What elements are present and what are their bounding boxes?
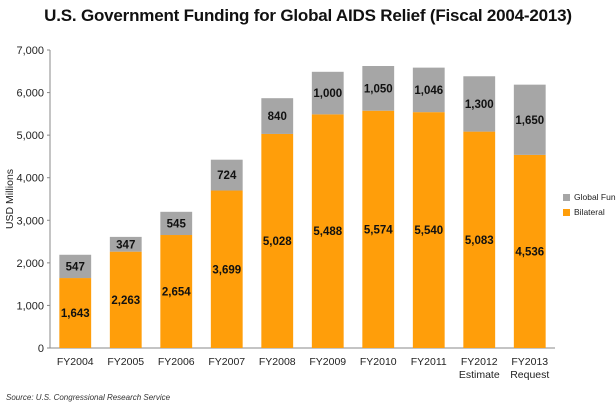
bar-bilateral xyxy=(59,278,92,348)
y-tick-label: 7,000 xyxy=(16,45,44,57)
bar-global-fund xyxy=(109,236,142,252)
x-tick-label: FY2013 xyxy=(511,356,548,368)
bar-global-fund xyxy=(59,254,92,279)
x-tick-label: Request xyxy=(510,369,549,381)
source-note: Source: U.S. Congressional Research Serv… xyxy=(6,393,171,402)
x-tick-label: Estimate xyxy=(459,369,500,381)
data-label-bilateral: 3,699 xyxy=(212,264,241,276)
data-label-bilateral: 5,028 xyxy=(263,236,292,248)
legend-label: Global Fund xyxy=(574,192,616,202)
y-tick-label: 6,000 xyxy=(16,88,44,100)
chart-title: U.S. Government Funding for Global AIDS … xyxy=(44,6,572,25)
bar-bilateral xyxy=(160,235,193,348)
data-label-global-fund: 545 xyxy=(167,218,187,230)
y-tick-label: 3,000 xyxy=(16,215,44,227)
data-label-bilateral: 2,263 xyxy=(111,295,140,307)
data-label-bilateral: 2,654 xyxy=(162,287,191,299)
legend-swatch xyxy=(563,194,570,201)
data-label-global-fund: 724 xyxy=(217,170,237,182)
x-tick-label: FY2007 xyxy=(208,356,245,368)
data-label-bilateral: 5,083 xyxy=(465,235,494,247)
data-label-global-fund: 347 xyxy=(116,239,135,251)
bar-bilateral xyxy=(261,133,294,348)
y-tick-label: 5,000 xyxy=(16,130,44,142)
x-tick-label: FY2004 xyxy=(57,356,94,368)
bar-bilateral xyxy=(109,251,142,348)
labels-layer: 1,643 547 FY2004 2,263 347 FY2005 2,654 545 FY20… xyxy=(57,83,550,381)
bar-bilateral xyxy=(463,131,496,348)
bar-bilateral xyxy=(311,114,344,348)
bar-global-fund xyxy=(513,84,546,155)
data-label-global-fund: 1,050 xyxy=(364,83,393,95)
axes-layer: 0 1,000 2,000 3,000 4,000 5,000 6,000 7,000 USD … xyxy=(4,45,555,355)
bar-global-fund xyxy=(463,76,496,132)
data-label-global-fund: 1,000 xyxy=(313,88,342,100)
x-tick-label: FY2011 xyxy=(411,356,447,368)
legend: Global Fund Bilateral xyxy=(563,192,616,217)
x-tick-label: FY2012 xyxy=(461,356,498,368)
y-tick-label: 4,000 xyxy=(16,173,44,185)
x-tick-label: FY2009 xyxy=(309,356,346,368)
bar-global-fund xyxy=(362,66,395,111)
bar-bilateral xyxy=(412,112,445,348)
bar-global-fund xyxy=(210,159,243,191)
data-label-bilateral: 5,540 xyxy=(414,225,443,237)
data-label-global-fund: 1,300 xyxy=(465,99,494,111)
legend-label: Bilateral xyxy=(574,207,605,217)
bar-global-fund xyxy=(160,211,193,236)
x-tick-label: FY2008 xyxy=(259,356,296,368)
data-label-global-fund: 840 xyxy=(268,111,287,123)
data-label-bilateral: 4,536 xyxy=(515,246,544,258)
data-label-global-fund: 1,046 xyxy=(414,85,443,97)
bars-layer xyxy=(59,66,546,349)
legend-swatch xyxy=(563,209,570,216)
bar-global-fund xyxy=(261,98,294,134)
y-tick-label: 0 xyxy=(38,343,44,355)
bar-bilateral xyxy=(210,190,243,348)
x-tick-label: FY2006 xyxy=(158,356,195,368)
y-axis-title: USD Millions xyxy=(4,169,16,229)
x-tick-label: FY2010 xyxy=(360,356,397,368)
bar-bilateral xyxy=(362,110,395,349)
bar-bilateral xyxy=(513,154,546,348)
x-tick-label: FY2005 xyxy=(107,356,144,368)
data-label-bilateral: 5,488 xyxy=(313,226,342,238)
data-label-global-fund: 547 xyxy=(66,261,85,273)
bar-global-fund xyxy=(311,71,344,115)
bar-global-fund xyxy=(412,67,445,113)
data-label-bilateral: 5,574 xyxy=(364,224,393,236)
y-tick-label: 2,000 xyxy=(16,258,44,270)
y-tick-label: 1,000 xyxy=(16,300,44,312)
data-label-global-fund: 1,650 xyxy=(515,115,544,127)
data-label-bilateral: 1,643 xyxy=(61,308,90,320)
